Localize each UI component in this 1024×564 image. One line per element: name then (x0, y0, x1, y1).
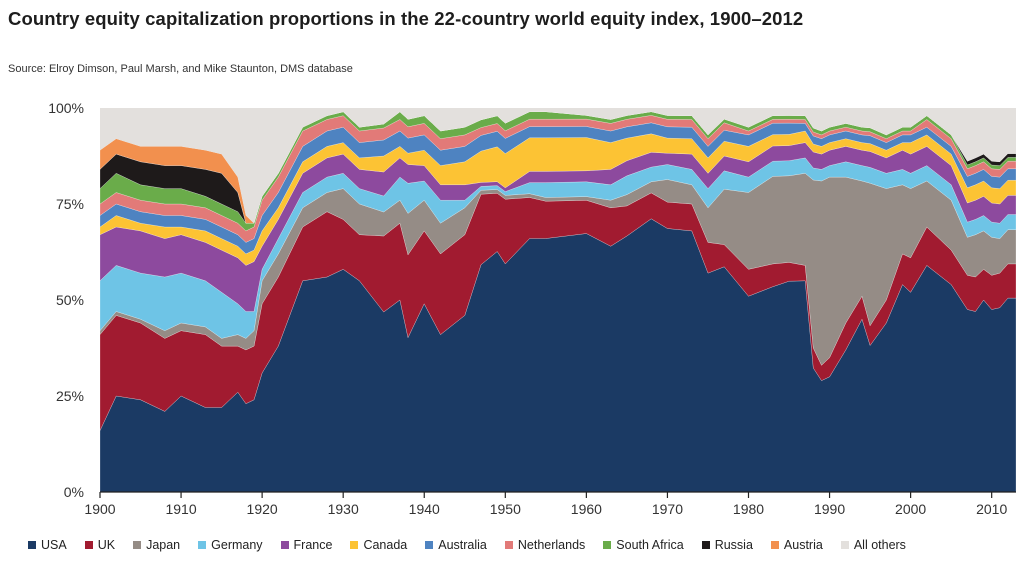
area-layers (99, 108, 1017, 493)
legend-swatch (350, 541, 359, 549)
legend-item-germany: Germany (198, 538, 263, 552)
x-tick-label: 1930 (328, 501, 359, 517)
x-tick-label: 1940 (409, 501, 440, 517)
legend-item-uk: UK (84, 538, 116, 552)
x-tick-label: 2010 (976, 501, 1007, 517)
legend-label: Japan (146, 538, 181, 552)
legend-swatch (84, 541, 93, 549)
legend-swatch (133, 541, 142, 549)
legend-swatch (840, 541, 849, 549)
legend-label: Germany (211, 538, 263, 552)
x-tick-label: 1920 (247, 501, 278, 517)
x-tick-label: 1900 (84, 501, 115, 517)
area-all-others (100, 108, 1016, 224)
legend-swatch (28, 541, 36, 549)
y-tick-label: 50% (56, 292, 84, 308)
y-tick-label: 25% (56, 388, 84, 404)
legend-item-usa: USA (28, 538, 67, 552)
legend-item-russia: Russia (701, 538, 753, 552)
legend-swatch (603, 541, 612, 549)
legend-label: France (293, 538, 333, 552)
x-tick-label: 1950 (490, 501, 521, 517)
legend-item-australia: Australia (425, 538, 487, 552)
legend-swatch (425, 541, 434, 549)
legend-label: UK (97, 538, 116, 552)
x-tick-label: 1980 (733, 501, 764, 517)
x-tick-label: 1910 (165, 501, 196, 517)
legend-label: Russia (714, 538, 753, 552)
legend-item-japan: Japan (133, 538, 180, 552)
legend-label: Australia (438, 538, 487, 552)
legend-label: USA (41, 538, 67, 552)
legend-item-france: France (280, 538, 333, 552)
legend: USA UK Japan Germany France Canada Australia Ne… (28, 538, 924, 552)
legend-label: South Africa (616, 538, 684, 552)
legend-label: Canada (363, 538, 408, 552)
legend-label: Austria (783, 538, 823, 552)
legend-swatch (504, 541, 513, 549)
x-tick-label: 2000 (895, 501, 926, 517)
chart-title: Country equity capitalization proportion… (8, 8, 804, 29)
y-tick-label: 100% (48, 100, 84, 116)
x-tick-label: 1970 (652, 501, 683, 517)
x-tick-label: 1960 (571, 501, 602, 517)
legend-label: Netherlands (517, 538, 586, 552)
legend-item-austria: Austria (770, 538, 823, 552)
chart-source: Source: Elroy Dimson, Paul Marsh, and Mi… (8, 63, 353, 75)
legend-item-south-africa: South Africa (603, 538, 684, 552)
legend-label: All others (853, 538, 906, 552)
axes: 1900 1910 1920 1930 1940 1950 1960 1970 1980 1990… (48, 100, 1016, 517)
legend-item-all-others: All others (840, 538, 906, 552)
y-tick-label: 0% (64, 484, 84, 500)
legend-item-netherlands: Netherlands (504, 538, 586, 552)
legend-item-canada: Canada (350, 538, 407, 552)
legend-swatch (280, 541, 289, 549)
legend-swatch (701, 541, 710, 549)
y-tick-label: 75% (56, 196, 84, 212)
x-tick-label: 1990 (814, 501, 845, 517)
legend-swatch (770, 541, 779, 549)
legend-swatch (198, 541, 207, 549)
